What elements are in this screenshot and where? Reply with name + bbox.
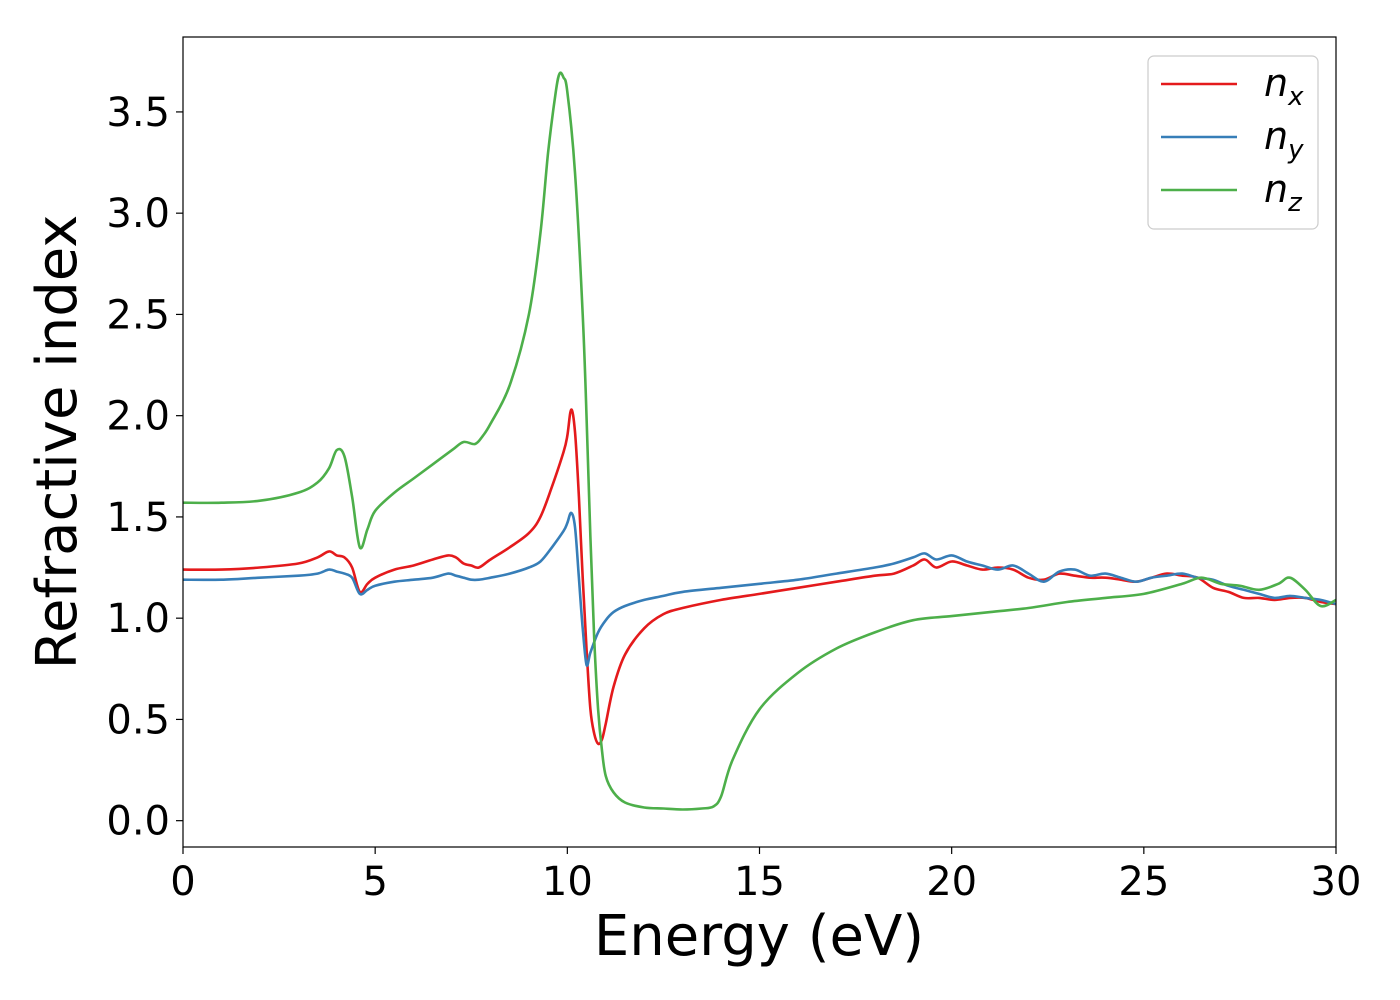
x-tick-label: 30 (1311, 859, 1362, 905)
y-tick-label: 1.0 (106, 596, 170, 642)
y-axis-label: Refractive index (25, 215, 90, 670)
x-tick-label: 25 (1118, 859, 1169, 905)
series-line-nz (182, 71, 1337, 811)
x-tick-label: 5 (362, 859, 387, 905)
y-tick-label: 0.5 (106, 697, 170, 743)
x-tick-label: 15 (734, 859, 785, 905)
x-tick-label: 20 (926, 859, 977, 905)
y-tick-label: 0.0 (106, 799, 170, 845)
y-axis-ticks: 0.0 0.5 1.0 1.5 2.0 2.5 3.0 3.5 (106, 90, 183, 845)
series-line-ny (182, 511, 1337, 667)
legend-label-ny: ny (1264, 114, 1304, 165)
x-axis-label: Energy (eV) (594, 904, 924, 969)
x-tick-label: 0 (170, 859, 195, 905)
y-tick-label: 3.0 (106, 191, 170, 237)
y-tick-label: 3.5 (106, 90, 170, 136)
y-tick-label: 2.0 (106, 394, 170, 440)
legend-box (1147, 55, 1319, 230)
legend-label-nx: nx (1264, 61, 1304, 112)
series-layer (182, 71, 1337, 811)
y-tick-label: 2.5 (106, 292, 170, 338)
x-axis-ticks: 0 5 10 15 20 25 30 (170, 847, 1361, 905)
y-tick-label: 1.5 (106, 495, 170, 541)
legend-label-nz: nz (1264, 167, 1303, 218)
x-tick-label: 10 (542, 859, 593, 905)
